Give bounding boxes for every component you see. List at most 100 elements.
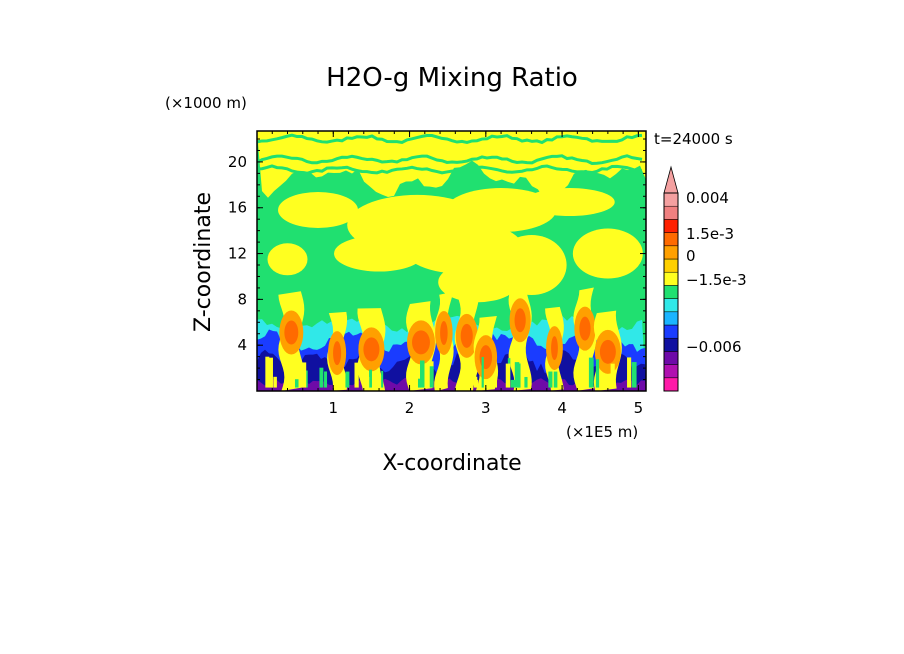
surface-finger [366,376,370,388]
colorbar-frame [663,192,679,392]
colorbar-segment [663,258,679,273]
surface-finger [268,357,273,388]
colorbar-label: 0.004 [686,189,729,207]
surface-finger [510,379,516,388]
surface-finger [465,380,469,388]
moist-blob [438,262,519,303]
surface-finger [588,357,594,388]
colorbar-segment [663,337,679,352]
plume-core [333,341,342,366]
surface-finger [553,371,558,388]
surface-finger [548,371,553,388]
y-tick-label: 4 [237,336,247,354]
surface-finger [335,380,339,388]
colorbar-segment [663,377,679,392]
colorbar-segment [663,298,679,313]
surface-finger [514,362,520,388]
x-tick-label: 2 [405,399,415,417]
moist-blob [572,228,643,279]
x-tick-label: 4 [557,399,567,417]
colorbar-label: 1.5e-3 [686,225,734,243]
upper-streak [257,133,643,145]
y-axis: 4 8 12 16 20 [228,138,646,381]
colorbar-segment [663,364,679,379]
y-tick-label: 20 [228,153,247,171]
plume-core [579,316,591,341]
surface-finger [302,362,307,388]
moist-blob [267,243,308,276]
colorbar-label: −1.5e-3 [686,271,747,289]
surface-finger [524,376,528,388]
surface-finger [369,369,372,388]
surface-finger [415,365,419,388]
surface-finger [595,359,600,388]
plume-core [440,320,448,345]
plume-core [412,330,430,355]
chart-title: H2O-g Mixing Ratio [326,63,578,93]
surface-finger [420,360,425,388]
y-unit-label: (×1000 m) [165,94,247,112]
surface-finger [518,368,521,388]
colorbar: 0.004 1.5e-3 0 −1.5e-3 −0.006 [663,165,747,392]
surface-finger [505,363,511,388]
surface-finger [294,379,299,388]
plume-core [460,323,473,348]
colorbar-segment [663,192,679,207]
surface-finger [631,362,637,388]
colorbar-segment [663,232,679,247]
surface-finger [324,371,328,388]
surface-layer [257,377,646,391]
surface-finger [627,357,632,388]
colorbar-segment [663,324,679,339]
y-tick-label: 16 [228,199,247,217]
moist-blob [402,221,523,274]
colorbar-segment [663,245,679,260]
time-label: t=24000 s [654,130,733,148]
surface-finger [494,380,498,388]
colorbar-arrow [663,165,679,194]
moist-blob [334,235,425,272]
heatmap-field [257,131,646,391]
surface-finger [345,371,350,388]
x-tick-label: 1 [329,399,339,417]
surface-finger [381,370,384,388]
surface-finger [481,356,484,388]
x-tick-label: 5 [634,399,644,417]
plume-core [599,339,616,364]
colorbar-segment [663,271,679,286]
colorbar-label: −0.006 [686,338,742,356]
moist-blob [278,192,359,229]
surface-finger [429,366,434,388]
moist-blob [524,188,615,217]
y-axis-label: Z-coordinate [191,192,216,332]
plume-core [284,320,299,345]
x-axis-label: X-coordinate [382,451,521,476]
y-tick-label: 12 [228,245,247,263]
colorbar-segment [663,285,679,299]
x-unit-label: (×1E5 m) [566,423,638,441]
surface-finger [305,370,308,388]
surface-finger [319,367,324,388]
upper-moist-layer [257,131,646,200]
colorbar-segment [663,311,679,326]
colorbar-segment [663,351,679,365]
colorbar-segment [663,205,679,220]
y-tick-label: 8 [237,290,247,308]
surface-finger [265,356,270,388]
plume-core [479,345,493,370]
surface-finger [474,376,478,388]
plot-frame [256,130,647,392]
colorbar-label: 0 [686,247,696,265]
x-tick-label: 3 [481,399,491,417]
surface-finger [354,362,359,388]
surface-finger [273,376,277,388]
surface-finger [417,378,421,388]
x-axis: 1 2 3 4 5 [271,131,644,417]
plume-core [363,337,380,362]
upper-streak [257,154,643,166]
plume-core [514,308,526,333]
plume-core [551,336,558,361]
surface-finger [610,363,615,388]
colorbar-segment [663,219,679,233]
